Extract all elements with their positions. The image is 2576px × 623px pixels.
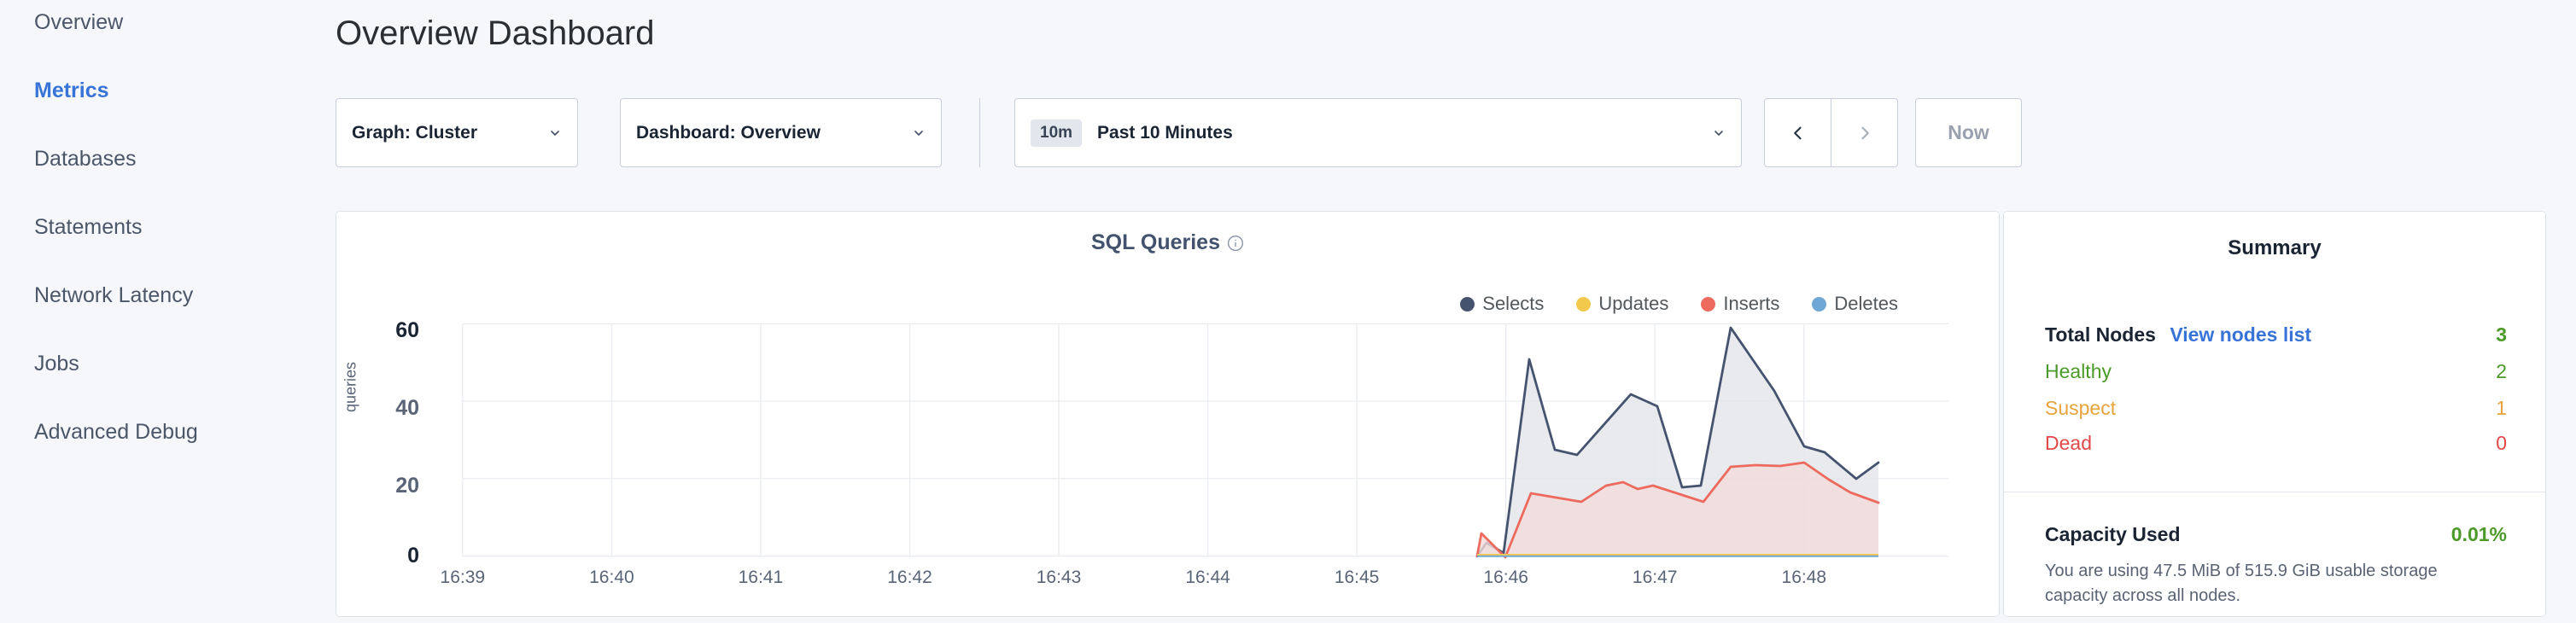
svg-text:16:45: 16:45 xyxy=(1335,568,1380,587)
svg-text:0: 0 xyxy=(407,544,419,568)
svg-text:40: 40 xyxy=(395,396,419,420)
svg-text:60: 60 xyxy=(395,318,419,342)
svg-text:16:39: 16:39 xyxy=(441,568,486,587)
svg-text:16:44: 16:44 xyxy=(1185,568,1230,587)
svg-text:16:42: 16:42 xyxy=(887,568,932,587)
svg-text:16:40: 16:40 xyxy=(589,568,634,587)
svg-text:20: 20 xyxy=(395,474,419,498)
svg-text:16:47: 16:47 xyxy=(1633,568,1678,587)
svg-text:16:46: 16:46 xyxy=(1483,568,1528,587)
svg-text:16:41: 16:41 xyxy=(739,568,784,587)
svg-text:16:48: 16:48 xyxy=(1782,568,1827,587)
svg-text:16:43: 16:43 xyxy=(1037,568,1082,587)
